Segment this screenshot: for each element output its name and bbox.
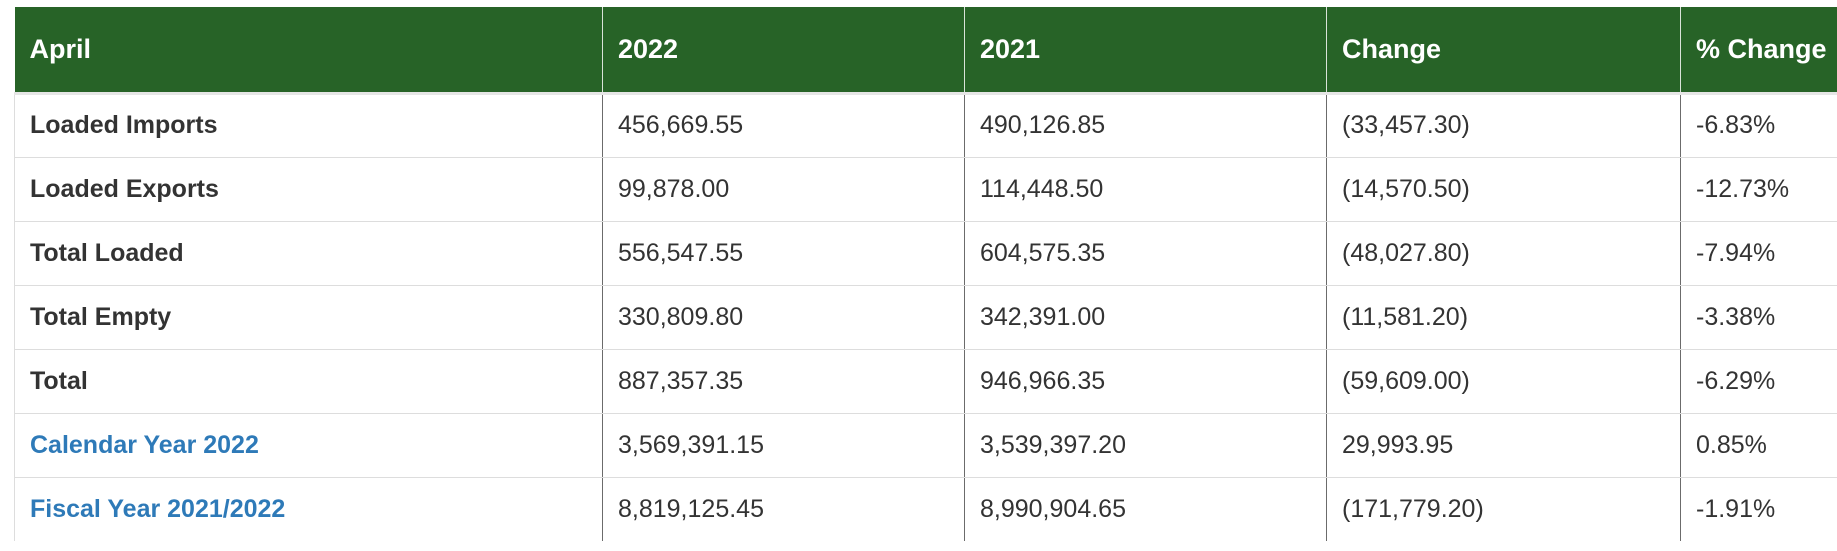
value-change: (11,581.20) bbox=[1326, 285, 1681, 350]
value-change: (14,570.50) bbox=[1326, 157, 1681, 222]
value-pct-change: -7.94% bbox=[1680, 221, 1837, 286]
value-2021: 8,990,904.65 bbox=[964, 477, 1327, 541]
table-row: Fiscal Year 2021/2022 8,819,125.45 8,990… bbox=[14, 477, 1837, 541]
value-change: 29,993.95 bbox=[1326, 413, 1681, 478]
value-pct-change: -12.73% bbox=[1680, 157, 1837, 222]
table-body: Loaded Imports 456,669.55 490,126.85 (33… bbox=[14, 93, 1837, 541]
value-2022: 8,819,125.45 bbox=[602, 477, 965, 541]
value-pct-change: -1.91% bbox=[1680, 477, 1837, 541]
table-header: April 2022 2021 Change % Change bbox=[14, 7, 1837, 95]
row-label: Total Loaded bbox=[14, 221, 603, 286]
value-2021: 946,966.35 bbox=[964, 349, 1327, 414]
header-month: April bbox=[14, 7, 603, 95]
row-label: Loaded Exports bbox=[14, 157, 603, 222]
value-2021: 490,126.85 bbox=[964, 93, 1327, 158]
value-change: (48,027.80) bbox=[1326, 221, 1681, 286]
value-2022: 3,569,391.15 bbox=[602, 413, 965, 478]
header-row: April 2022 2021 Change % Change bbox=[14, 7, 1837, 95]
value-2021: 3,539,397.20 bbox=[964, 413, 1327, 478]
value-2022: 556,547.55 bbox=[602, 221, 965, 286]
value-change: (171,779.20) bbox=[1326, 477, 1681, 541]
table-row: Calendar Year 2022 3,569,391.15 3,539,39… bbox=[14, 413, 1837, 478]
table-row: Total Loaded 556,547.55 604,575.35 (48,0… bbox=[14, 221, 1837, 286]
fiscal-year-link[interactable]: Fiscal Year 2021/2022 bbox=[14, 477, 603, 541]
header-year-2021: 2021 bbox=[964, 7, 1327, 95]
row-label: Loaded Imports bbox=[14, 93, 603, 158]
value-pct-change: -3.38% bbox=[1680, 285, 1837, 350]
teu-statistics-table: April 2022 2021 Change % Change Loaded I… bbox=[14, 7, 1837, 541]
value-2022: 887,357.35 bbox=[602, 349, 965, 414]
value-change: (59,609.00) bbox=[1326, 349, 1681, 414]
header-change: Change bbox=[1326, 7, 1681, 95]
value-pct-change: 0.85% bbox=[1680, 413, 1837, 478]
value-2022: 456,669.55 bbox=[602, 93, 965, 158]
value-pct-change: -6.83% bbox=[1680, 93, 1837, 158]
value-change: (33,457.30) bbox=[1326, 93, 1681, 158]
row-label: Total Empty bbox=[14, 285, 603, 350]
value-2022: 99,878.00 bbox=[602, 157, 965, 222]
row-label: Total bbox=[14, 349, 603, 414]
table-row: Loaded Imports 456,669.55 490,126.85 (33… bbox=[14, 93, 1837, 158]
table-row: Total Empty 330,809.80 342,391.00 (11,58… bbox=[14, 285, 1837, 350]
value-pct-change: -6.29% bbox=[1680, 349, 1837, 414]
value-2021: 604,575.35 bbox=[964, 221, 1327, 286]
value-2022: 330,809.80 bbox=[602, 285, 965, 350]
table-row: Total 887,357.35 946,966.35 (59,609.00) … bbox=[14, 349, 1837, 414]
header-year-2022: 2022 bbox=[602, 7, 965, 95]
table-row: Loaded Exports 99,878.00 114,448.50 (14,… bbox=[14, 157, 1837, 222]
header-pct-change: % Change bbox=[1680, 7, 1837, 95]
teu-statistics-table-wrapper: April 2022 2021 Change % Change Loaded I… bbox=[14, 7, 1837, 541]
value-2021: 342,391.00 bbox=[964, 285, 1327, 350]
calendar-year-link[interactable]: Calendar Year 2022 bbox=[14, 413, 603, 478]
value-2021: 114,448.50 bbox=[964, 157, 1327, 222]
